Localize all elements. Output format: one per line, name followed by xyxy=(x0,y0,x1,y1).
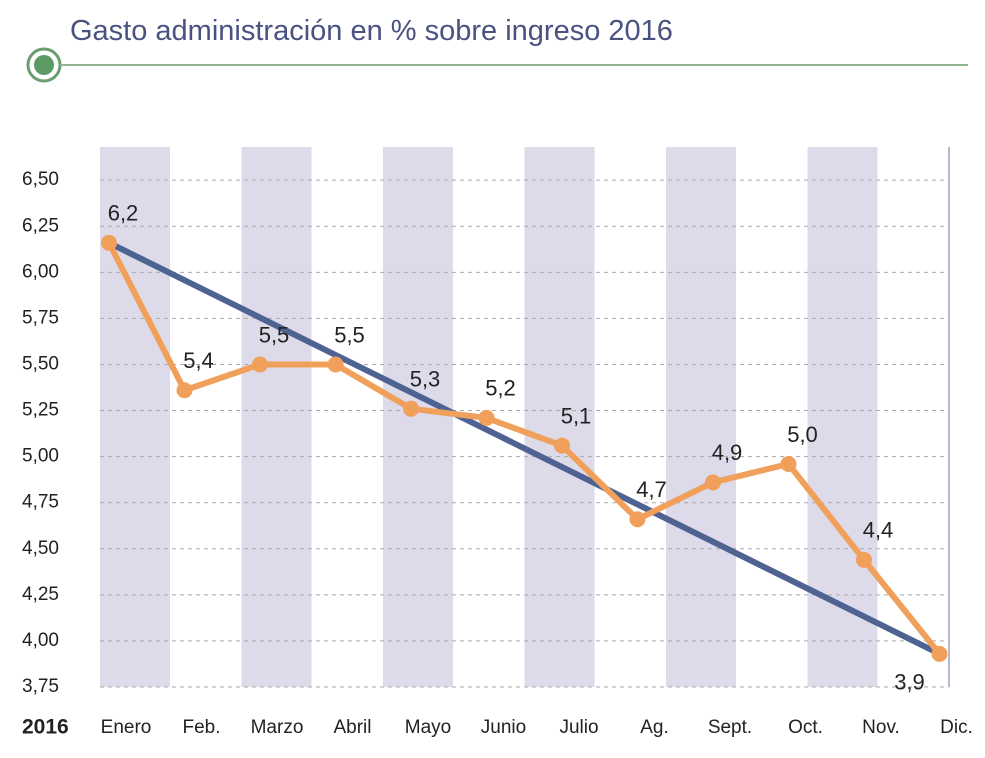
data-label: 4,4 xyxy=(863,518,894,543)
x-tick-label: Nov. xyxy=(862,717,900,738)
data-point xyxy=(478,409,495,426)
y-tick-label: 5,75 xyxy=(22,307,59,328)
x-tick-label: Junio xyxy=(481,717,526,738)
chart-title: Gasto administración en % sobre ingreso … xyxy=(70,15,673,47)
data-point xyxy=(252,356,268,373)
y-tick-label: 5,25 xyxy=(22,400,59,421)
data-point xyxy=(403,400,419,417)
x-tick-label: Feb. xyxy=(182,717,220,738)
title-icon-dot xyxy=(34,55,54,75)
trend-line xyxy=(107,240,941,657)
data-label: 4,9 xyxy=(712,440,743,465)
data-point xyxy=(856,551,872,568)
y-tick-label: 4,00 xyxy=(22,630,59,651)
data-label: 5,5 xyxy=(259,322,290,347)
y-tick-label: 3,75 xyxy=(22,676,59,697)
y-tick-label: 6,00 xyxy=(22,261,59,282)
data-line xyxy=(106,241,942,656)
data-point xyxy=(176,382,193,399)
data-label: 6,2 xyxy=(108,201,139,226)
data-point xyxy=(327,356,344,373)
x-tick-label: Mayo xyxy=(405,717,451,738)
data-point xyxy=(554,437,570,454)
data-label: 5,1 xyxy=(561,403,592,428)
column-band xyxy=(100,147,170,687)
column-band xyxy=(383,147,453,687)
data-point xyxy=(101,234,117,251)
data-label: 5,3 xyxy=(410,367,441,392)
x-tick-label: Sept. xyxy=(708,717,752,738)
x-tick-label: Enero xyxy=(101,717,152,738)
column-band xyxy=(241,147,312,687)
y-tick-label: 4,75 xyxy=(22,492,59,513)
y-tick-label: 4,25 xyxy=(22,584,59,605)
x-tick-label: Oct. xyxy=(788,717,823,738)
data-point xyxy=(931,645,948,662)
x-tick-label: Julio xyxy=(559,717,598,738)
x-tick-label: Abril xyxy=(333,717,371,738)
data-label: 5,5 xyxy=(334,322,365,347)
data-label: 5,2 xyxy=(485,376,516,401)
data-label: 5,4 xyxy=(183,348,214,373)
data-point xyxy=(629,511,646,528)
y-tick-label: 5,00 xyxy=(22,446,59,467)
y-tick-label: 5,50 xyxy=(22,353,59,374)
column-band xyxy=(524,147,595,687)
y-tick-label: 6,25 xyxy=(22,215,59,236)
data-label: 4,7 xyxy=(636,477,667,502)
x-tick-label: Dic. xyxy=(940,717,973,738)
x-tick-label: Ag. xyxy=(640,717,669,738)
y-tick-label: 4,50 xyxy=(22,538,59,559)
year-label: 2016 xyxy=(22,716,69,739)
x-tick-label: Marzo xyxy=(251,717,304,738)
data-point xyxy=(780,455,797,472)
data-label: 3,9 xyxy=(894,670,925,695)
data-label: 5,0 xyxy=(787,422,818,447)
data-point xyxy=(705,474,721,491)
y-tick-label: 6,50 xyxy=(22,169,59,190)
column-band xyxy=(666,147,736,687)
